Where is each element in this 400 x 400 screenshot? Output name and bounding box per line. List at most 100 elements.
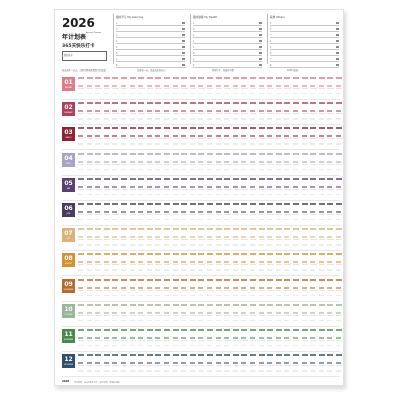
day-cell[interactable] xyxy=(240,253,249,273)
day-cell[interactable] xyxy=(86,127,95,147)
day-cell[interactable] xyxy=(215,203,224,223)
day-cell[interactable] xyxy=(103,77,112,97)
day-cell[interactable] xyxy=(301,127,310,147)
day-cell[interactable] xyxy=(154,228,163,248)
day-cell[interactable] xyxy=(275,228,284,248)
day-cell[interactable] xyxy=(103,329,112,349)
day-cell[interactable] xyxy=(206,303,215,324)
day-cell[interactable] xyxy=(120,127,129,147)
day-cell[interactable] xyxy=(318,152,327,173)
day-cell[interactable] xyxy=(137,329,146,349)
day-cell[interactable] xyxy=(275,329,284,349)
day-cell[interactable] xyxy=(266,329,275,349)
day-cell[interactable] xyxy=(137,303,146,324)
day-cell[interactable] xyxy=(189,253,198,273)
day-cell[interactable] xyxy=(146,152,155,173)
day-cell[interactable] xyxy=(283,278,292,299)
day-cell[interactable] xyxy=(154,303,163,324)
goal-line[interactable]: 1 xyxy=(270,20,339,26)
day-cell[interactable] xyxy=(292,102,301,122)
day-cell[interactable] xyxy=(258,102,267,122)
day-cell[interactable] xyxy=(129,303,138,324)
day-cell[interactable] xyxy=(335,77,344,97)
day-cell[interactable] xyxy=(206,354,215,374)
goal-checkbox[interactable] xyxy=(259,51,262,55)
day-cell[interactable] xyxy=(258,203,267,223)
goal-line[interactable]: 2 xyxy=(116,26,185,32)
day-cell[interactable] xyxy=(197,177,206,198)
day-cell[interactable] xyxy=(137,253,146,273)
goal-line[interactable]: 1 xyxy=(116,20,185,26)
day-cell[interactable] xyxy=(94,203,103,223)
day-cell[interactable] xyxy=(180,127,189,147)
day-cell[interactable] xyxy=(154,152,163,173)
day-cell[interactable] xyxy=(318,253,327,273)
day-cell[interactable] xyxy=(197,253,206,273)
day-cell[interactable] xyxy=(283,203,292,223)
day-cell[interactable] xyxy=(240,228,249,248)
day-cell[interactable] xyxy=(309,303,318,324)
day-cell[interactable] xyxy=(206,203,215,223)
day-cell[interactable] xyxy=(258,253,267,273)
day-cell[interactable] xyxy=(137,177,146,198)
day-cell[interactable] xyxy=(223,127,232,147)
day-cell[interactable] xyxy=(180,152,189,173)
day-cell[interactable] xyxy=(206,152,215,173)
day-cell[interactable] xyxy=(94,152,103,173)
day-cell[interactable] xyxy=(258,228,267,248)
day-cell[interactable] xyxy=(206,77,215,97)
day-cell[interactable] xyxy=(94,253,103,273)
day-cell[interactable] xyxy=(258,77,267,97)
day-cell[interactable] xyxy=(111,253,120,273)
goal-line[interactable]: 3 xyxy=(116,32,185,38)
day-cell[interactable] xyxy=(318,329,327,349)
day-cell[interactable] xyxy=(301,177,310,198)
day-cell[interactable] xyxy=(223,329,232,349)
day-cell[interactable] xyxy=(146,253,155,273)
goal-checkbox[interactable] xyxy=(259,27,262,31)
day-cell[interactable] xyxy=(326,152,335,173)
day-cell[interactable] xyxy=(86,303,95,324)
day-cell[interactable] xyxy=(94,329,103,349)
day-cell[interactable] xyxy=(120,152,129,173)
day-cell[interactable] xyxy=(309,278,318,299)
goal-checkbox[interactable] xyxy=(336,39,339,43)
goal-checkbox[interactable] xyxy=(182,39,185,43)
day-cell[interactable] xyxy=(292,253,301,273)
day-cell[interactable] xyxy=(232,329,241,349)
day-cell[interactable] xyxy=(120,203,129,223)
day-cell[interactable] xyxy=(232,253,241,273)
day-cell[interactable] xyxy=(94,278,103,299)
day-cell[interactable] xyxy=(232,102,241,122)
day-cell[interactable] xyxy=(197,228,206,248)
day-cell[interactable] xyxy=(129,253,138,273)
day-cell[interactable] xyxy=(154,253,163,273)
day-cell[interactable] xyxy=(326,77,335,97)
day-cell[interactable] xyxy=(111,77,120,97)
day-cell[interactable] xyxy=(197,303,206,324)
day-cell[interactable] xyxy=(86,329,95,349)
day-cell[interactable] xyxy=(283,228,292,248)
day-cell[interactable] xyxy=(309,152,318,173)
day-cell[interactable] xyxy=(292,203,301,223)
day-cell[interactable] xyxy=(326,329,335,349)
day-cell[interactable] xyxy=(197,127,206,147)
day-cell[interactable] xyxy=(172,127,181,147)
day-cell[interactable] xyxy=(258,127,267,147)
day-cell[interactable] xyxy=(206,127,215,147)
goal-checkbox[interactable] xyxy=(182,45,185,49)
day-cell[interactable] xyxy=(215,253,224,273)
day-cell[interactable] xyxy=(189,278,198,299)
day-cell[interactable] xyxy=(318,303,327,324)
day-cell[interactable] xyxy=(326,278,335,299)
day-cell[interactable] xyxy=(232,203,241,223)
day-cell[interactable] xyxy=(249,177,258,198)
day-cell[interactable] xyxy=(266,203,275,223)
day-cell[interactable] xyxy=(172,102,181,122)
day-cell[interactable] xyxy=(232,354,241,374)
day-cell[interactable] xyxy=(301,303,310,324)
day-cell[interactable] xyxy=(111,177,120,198)
day-cell[interactable] xyxy=(258,303,267,324)
day-cell[interactable] xyxy=(335,127,344,147)
goal-checkbox[interactable] xyxy=(182,51,185,55)
